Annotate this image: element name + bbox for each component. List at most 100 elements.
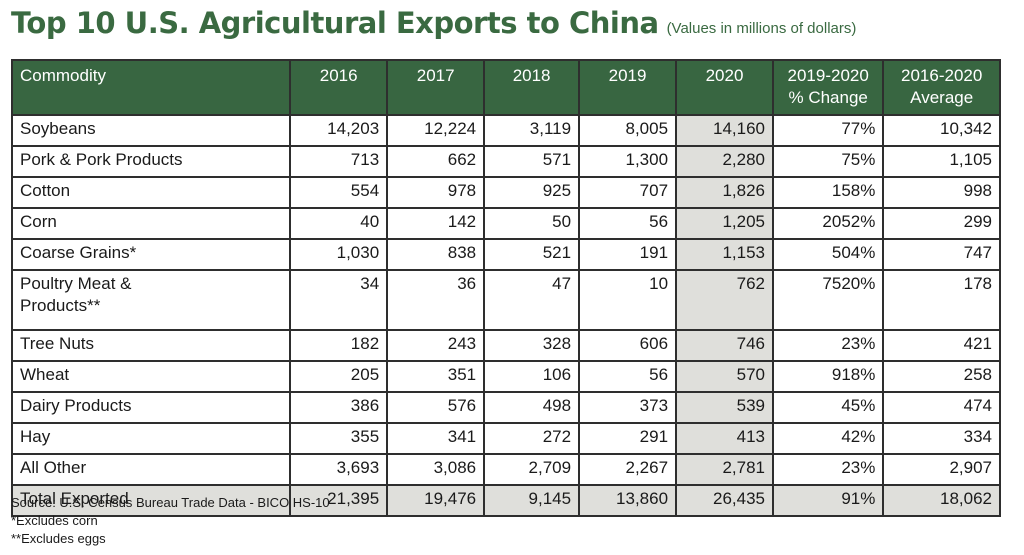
table-row: Hay 355 341 272 291 413 42% 334 <box>10 422 1001 455</box>
table-total-row: Total Exported 21,395 19,476 9,145 13,860 26,… <box>10 484 1001 517</box>
pct-change-cell: 2052% <box>771 207 885 240</box>
value-2018: 571 <box>483 145 581 178</box>
value-2017: 978 <box>386 176 486 209</box>
commodity-cell: Cotton <box>10 176 292 209</box>
value-2019: 1,300 <box>578 145 678 178</box>
pct-change-cell: 91% <box>771 484 885 517</box>
value-2019: 10 <box>578 269 678 331</box>
pct-change-cell: 918% <box>771 360 885 393</box>
value-2018: 3,119 <box>483 114 581 147</box>
value-2018: 50 <box>483 207 581 240</box>
value-2016: 14,203 <box>289 114 389 147</box>
value-2019: 191 <box>578 238 678 271</box>
value-2016: 40 <box>289 207 389 240</box>
table-row: Coarse Grains* 1,030 838 521 191 1,153 504% 747 <box>10 238 1001 271</box>
pct-change-cell: 23% <box>771 329 885 362</box>
value-2019: 606 <box>578 329 678 362</box>
footnote-coarse-grains: *Excludes corn <box>11 513 98 528</box>
value-2017: 341 <box>386 422 486 455</box>
pct-change-cell: 158% <box>771 176 885 209</box>
value-2020: 1,826 <box>675 176 774 209</box>
value-2017: 351 <box>386 360 486 393</box>
pct-change-cell: 23% <box>771 453 885 486</box>
commodity-cell: Pork & Pork Products <box>10 145 292 178</box>
value-2016: 182 <box>289 329 389 362</box>
value-2016: 386 <box>289 391 389 424</box>
value-2020: 746 <box>675 329 774 362</box>
table-header-row: Commodity 2016 2017 2018 2019 2020 2019-… <box>10 59 1001 116</box>
value-2020: 2,781 <box>675 453 774 486</box>
value-2017: 142 <box>386 207 486 240</box>
average-cell: 747 <box>882 238 1001 271</box>
value-2017: 838 <box>386 238 486 271</box>
value-2019: 56 <box>578 207 678 240</box>
value-2020: 1,153 <box>675 238 774 271</box>
commodity-cell: All Other <box>10 453 292 486</box>
pct-change-cell: 45% <box>771 391 885 424</box>
value-2016: 355 <box>289 422 389 455</box>
average-cell: 2,907 <box>882 453 1001 486</box>
value-2016: 1,030 <box>289 238 389 271</box>
column-header-2018: 2018 <box>483 59 581 116</box>
column-header-2020: 2020 <box>675 59 774 116</box>
value-2017: 243 <box>386 329 486 362</box>
table-row: Cotton 554 978 925 707 1,826 158% 998 <box>10 176 1001 209</box>
value-2020: 762 <box>675 269 774 331</box>
pct-change-cell: 77% <box>771 114 885 147</box>
header-line: % Change <box>788 88 868 107</box>
footnote-poultry: **Excludes eggs <box>11 531 106 546</box>
value-2019: 707 <box>578 176 678 209</box>
value-2019: 2,267 <box>578 453 678 486</box>
value-2019: 56 <box>578 360 678 393</box>
value-2019: 291 <box>578 422 678 455</box>
header-line: 2016-2020 <box>901 66 983 85</box>
table-row: Pork & Pork Products 713 662 571 1,300 2,280 7… <box>10 145 1001 178</box>
exports-table: Commodity 2016 2017 2018 2019 2020 2019-… <box>10 59 1001 517</box>
value-2020: 413 <box>675 422 774 455</box>
value-2020: 1,205 <box>675 207 774 240</box>
column-header-average: 2016-2020 Average <box>882 59 1001 116</box>
footer-notes: Source: U.S. Census Bureau Trade Data - … <box>11 494 330 548</box>
value-2020: 26,435 <box>675 484 774 517</box>
value-2016: 3,693 <box>289 453 389 486</box>
column-header-2016: 2016 <box>289 59 389 116</box>
value-2016: 21,395 <box>289 484 389 517</box>
table-row: Tree Nuts 182 243 328 606 746 23% 421 <box>10 329 1001 362</box>
pct-change-cell: 7520% <box>771 269 885 331</box>
value-2018: 2,709 <box>483 453 581 486</box>
value-2020: 2,280 <box>675 145 774 178</box>
value-2017: 3,086 <box>386 453 486 486</box>
commodity-cell: Poultry Meat & Products** <box>10 269 292 331</box>
value-2018: 521 <box>483 238 581 271</box>
commodity-cell: Wheat <box>10 360 292 393</box>
average-cell: 299 <box>882 207 1001 240</box>
value-2018: 272 <box>483 422 581 455</box>
table-row: Poultry Meat & Products** 34 36 47 10 762 7520%… <box>10 269 1001 331</box>
average-cell: 474 <box>882 391 1001 424</box>
table-row: Soybeans 14,203 12,224 3,119 8,005 14,160 77% 1… <box>10 114 1001 147</box>
table-row: Dairy Products 386 576 498 373 539 45% 474 <box>10 391 1001 424</box>
value-2018: 106 <box>483 360 581 393</box>
value-2018: 9,145 <box>483 484 581 517</box>
table-row: All Other 3,693 3,086 2,709 2,267 2,781 23% 2,9… <box>10 453 1001 486</box>
value-2016: 34 <box>289 269 389 331</box>
table-row: Wheat 205 351 106 56 570 918% 258 <box>10 360 1001 393</box>
value-2020: 14,160 <box>675 114 774 147</box>
source-note: Source: U.S. Census Bureau Trade Data - … <box>11 495 330 510</box>
value-2020: 570 <box>675 360 774 393</box>
commodity-cell: Dairy Products <box>10 391 292 424</box>
value-2017: 36 <box>386 269 486 331</box>
value-2018: 925 <box>483 176 581 209</box>
column-header-2017: 2017 <box>386 59 486 116</box>
average-cell: 1,105 <box>882 145 1001 178</box>
column-header-pct-change: 2019-2020 % Change <box>771 59 885 116</box>
value-2020: 539 <box>675 391 774 424</box>
table-body: Soybeans 14,203 12,224 3,119 8,005 14,160 77% 1… <box>10 114 1001 517</box>
commodity-cell: Total Exported <box>10 484 292 517</box>
value-2019: 373 <box>578 391 678 424</box>
average-cell: 178 <box>882 269 1001 331</box>
average-cell: 998 <box>882 176 1001 209</box>
average-cell: 334 <box>882 422 1001 455</box>
value-2018: 328 <box>483 329 581 362</box>
page-title: Top 10 U.S. Agricultural Exports to Chin… <box>11 6 659 40</box>
